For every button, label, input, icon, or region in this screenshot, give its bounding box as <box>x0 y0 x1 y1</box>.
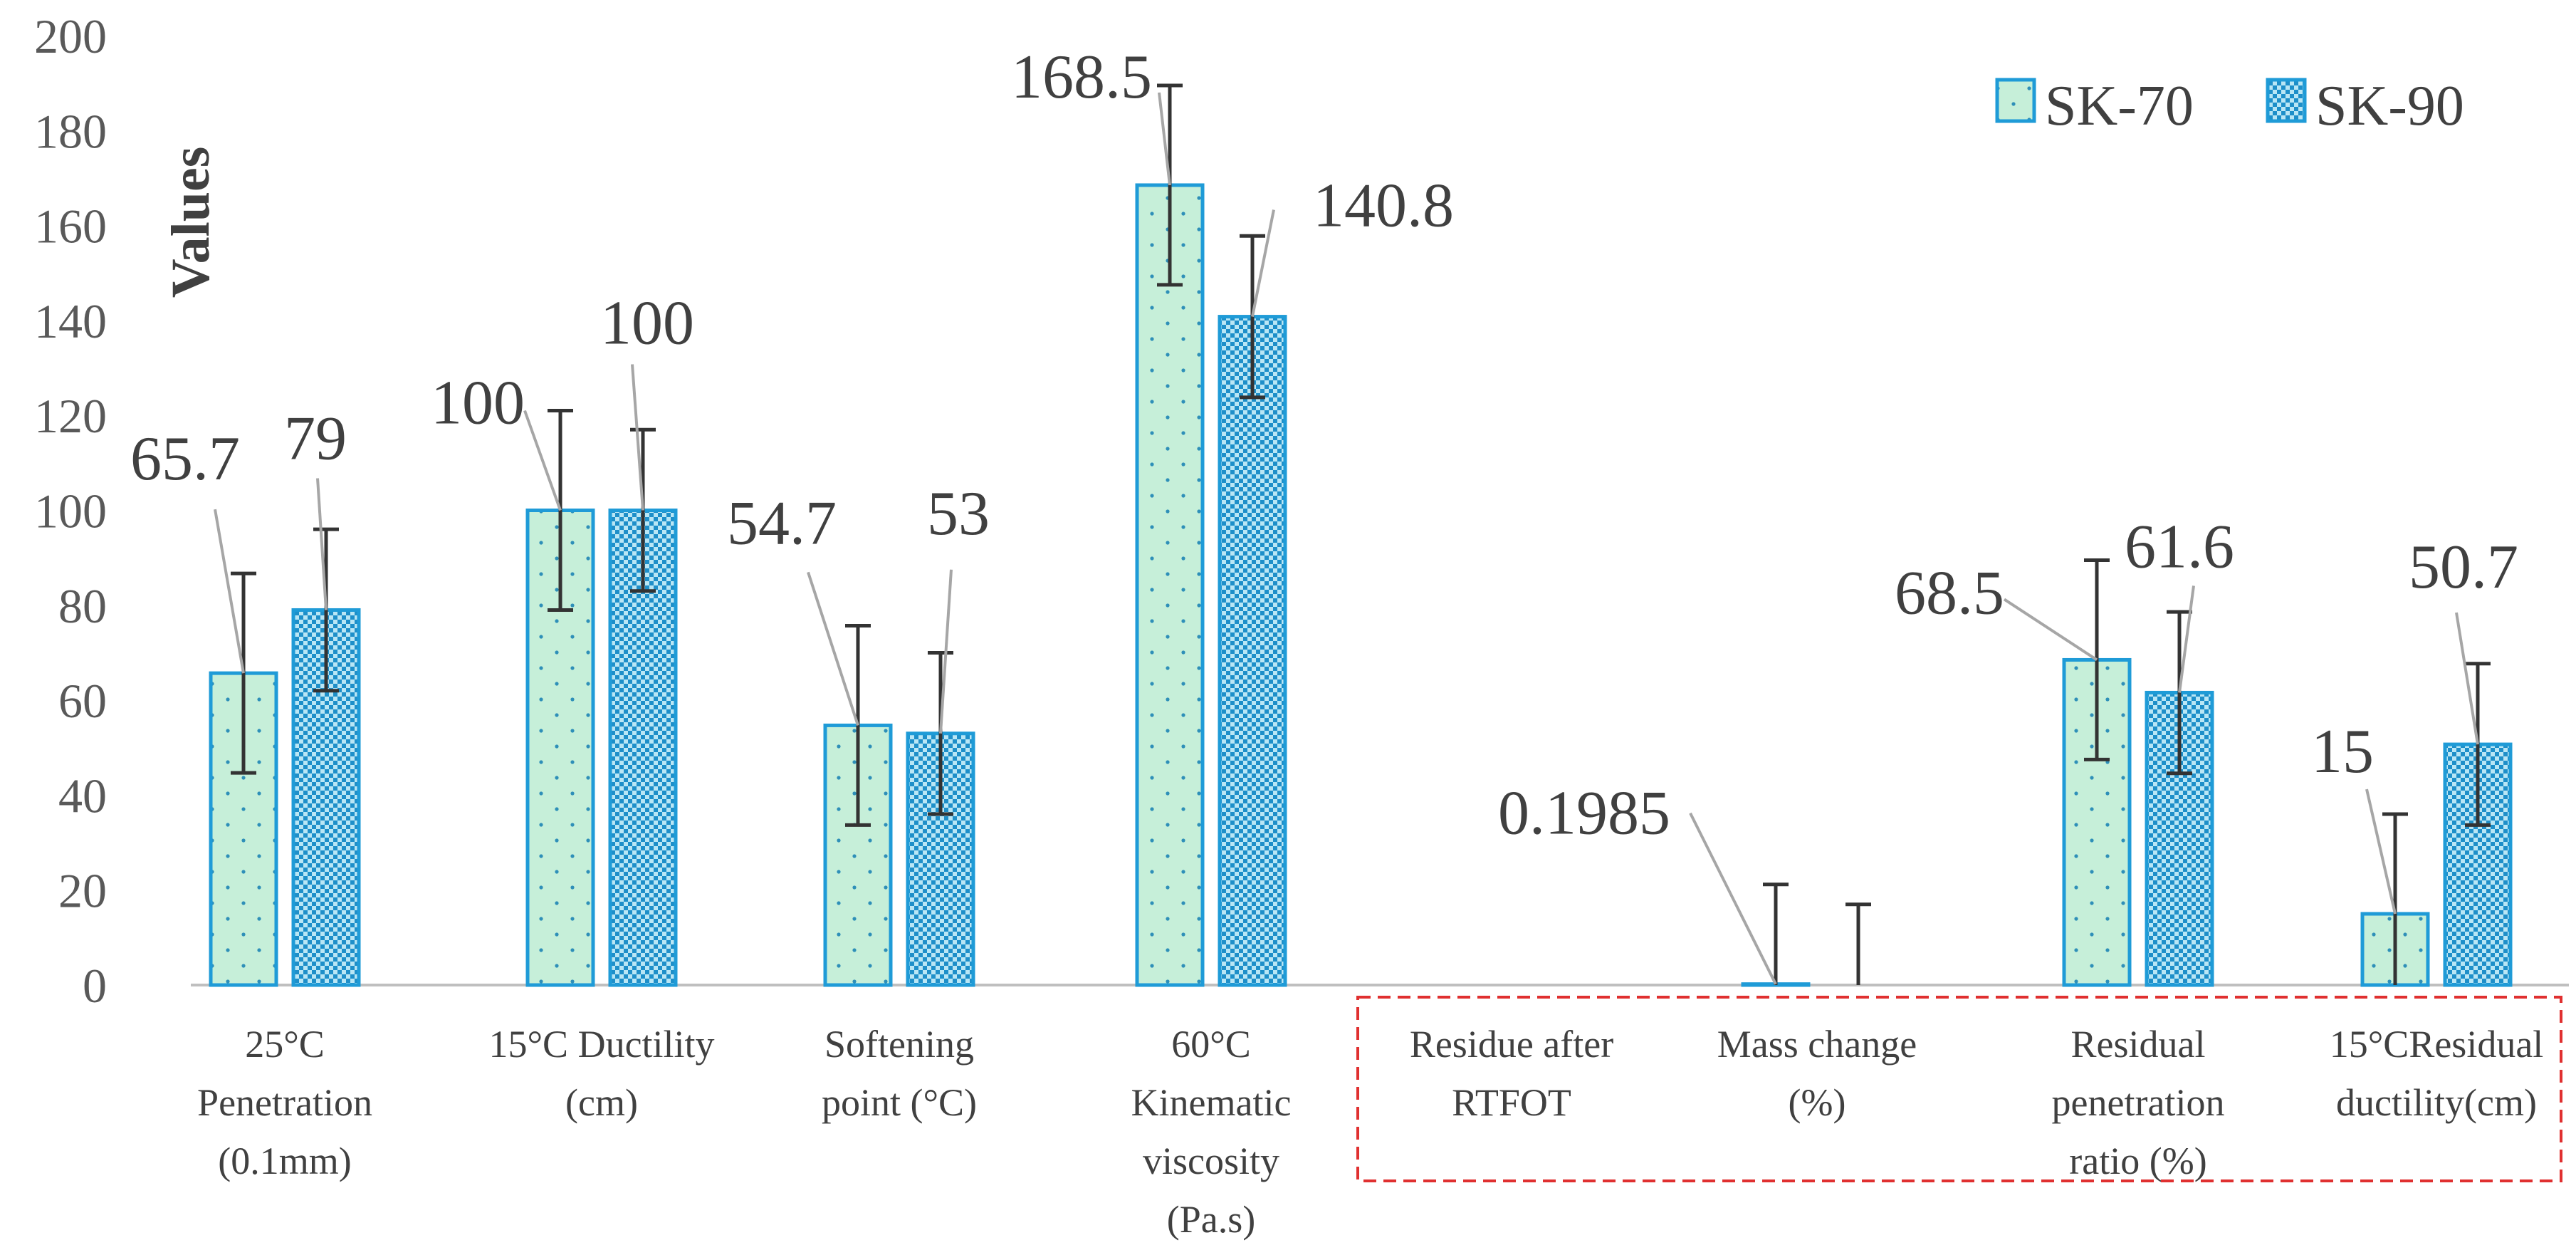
error-bar-sk90 <box>1845 902 1871 985</box>
data-label-sk70: 168.5 <box>1011 43 1152 112</box>
bar-sk90 <box>2145 690 2214 987</box>
data-labels: 65.7 100 54.7 168.5 0.1985 68.5 15 79 100 53 140.8… <box>130 43 2518 848</box>
y-tick-label: 0 <box>83 959 107 1013</box>
legend-label-sk90: SK-90 <box>2315 75 2464 137</box>
leader-line-sk70 <box>807 571 859 726</box>
y-tick-label: 120 <box>34 389 107 443</box>
y-tick-label: 80 <box>58 579 107 633</box>
category-label: Residue after RTFOT <box>1410 1023 1613 1124</box>
data-label-sk70: 15 <box>2311 717 2374 786</box>
y-tick-label: 20 <box>58 864 107 918</box>
error-bar-sk70 <box>2382 812 2408 985</box>
legend: SK-70 SK-90 <box>1995 75 2464 137</box>
data-label-sk70: 0.1985 <box>1498 779 1670 848</box>
y-tick-label: 100 <box>34 484 107 538</box>
y-tick-label: 40 <box>58 769 107 823</box>
category-labels: 25°C Penetration (0.1mm) 15°C Ductility (cm)… <box>197 1023 2543 1241</box>
category-label: 15°C Ductility (cm) <box>488 1023 714 1124</box>
category-label: Mass change (%) <box>1717 1023 1917 1124</box>
leader-line-sk70 <box>2003 598 2098 662</box>
category-label: Residual penetration ratio (%) <box>2052 1023 2225 1182</box>
leader-line-sk90 <box>2178 585 2195 693</box>
data-label-sk90: 61.6 <box>2125 512 2234 581</box>
leader-line-sk90 <box>316 478 328 610</box>
bar-sk90 <box>906 731 975 987</box>
y-tick-label: 160 <box>34 199 107 254</box>
y-axis-label: Values <box>161 147 221 298</box>
legend-item-sk90: SK-90 <box>2266 75 2464 137</box>
legend-swatch-sk70 <box>1995 78 2036 123</box>
data-label-sk70: 100 <box>431 369 525 438</box>
category-label: 15°CResidual ductility(cm) <box>2330 1023 2544 1124</box>
leader-line-sk70 <box>1158 92 1171 186</box>
leader-line-sk90 <box>631 364 644 511</box>
category-label: Softening point (°C) <box>822 1023 977 1124</box>
y-tick-label: 60 <box>58 674 107 728</box>
data-label-sk90: 140.8 <box>1313 172 1454 241</box>
bar-sk90 <box>1218 315 1287 987</box>
y-tick-label: 200 <box>34 9 107 63</box>
legend-label-sk70: SK-70 <box>2045 75 2194 137</box>
leader-line-sk70 <box>1689 812 1777 985</box>
y-axis-ticks: 0 20 40 60 80 100 120 140 160 180 200 <box>34 9 107 1013</box>
data-label-sk90: 50.7 <box>2409 533 2518 602</box>
rtfot-highlight-box <box>1356 996 2562 1182</box>
leader-line-sk70 <box>523 410 562 511</box>
leader-lines <box>214 92 2479 985</box>
y-tick-label: 140 <box>34 294 107 348</box>
bars <box>209 183 2513 987</box>
data-label-sk90: 53 <box>927 479 990 548</box>
data-label-sk70: 65.7 <box>130 425 240 494</box>
legend-item-sk70: SK-70 <box>1995 75 2194 137</box>
y-tick-label: 180 <box>34 104 107 158</box>
legend-swatch-sk90 <box>2266 78 2307 123</box>
category-label: 25°C Penetration (0.1mm) <box>197 1023 372 1182</box>
data-label-sk90: 100 <box>600 289 694 358</box>
data-label-sk70: 68.5 <box>1895 558 2004 627</box>
leader-line-sk90 <box>939 569 953 734</box>
leader-line-sk90 <box>2455 612 2479 745</box>
data-label-sk90: 79 <box>284 404 347 473</box>
leader-line-sk90 <box>1251 209 1275 317</box>
leader-line-sk70 <box>214 509 245 674</box>
bar-sk70 <box>1135 183 1205 987</box>
data-label-sk70: 54.7 <box>727 489 837 558</box>
category-label: 60°C Kinematic viscosity (Pa.s) <box>1131 1023 1292 1241</box>
error-bar-sk70 <box>1763 882 1789 985</box>
leader-line-sk70 <box>2365 788 2397 915</box>
